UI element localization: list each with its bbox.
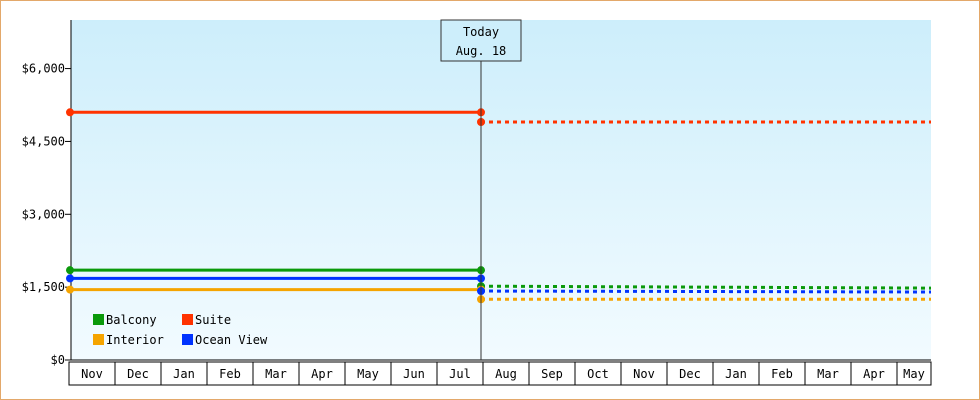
x-tick-label: Mar — [817, 367, 839, 381]
series-start-point — [66, 266, 74, 275]
y-tick-label: $1,500 — [22, 280, 65, 294]
y-tick-label: $6,000 — [22, 62, 65, 76]
x-tick-label: Feb — [771, 367, 793, 381]
x-tick-label: Mar — [265, 367, 287, 381]
series-forecast-line — [480, 284, 932, 290]
x-tick-label: Apr — [311, 367, 333, 381]
series-forecast-line — [480, 289, 932, 294]
x-tick-label: Jun — [403, 367, 425, 381]
legend-label: Suite — [195, 313, 231, 327]
series-start-point — [66, 285, 74, 294]
plot-area — [71, 20, 931, 360]
legend-swatch — [93, 334, 104, 345]
x-tick-box — [896, 361, 932, 386]
legend-swatch — [182, 334, 193, 345]
x-tick-label: Jan — [173, 367, 195, 381]
today-date-label: Aug. 18 — [456, 44, 507, 58]
x-tick-label: Dec — [679, 367, 701, 381]
legend-label: Interior — [106, 333, 164, 347]
x-tick-label: May — [357, 367, 379, 381]
y-tick-label: $4,500 — [22, 134, 65, 148]
today-label: Today — [463, 25, 499, 39]
y-tick-label: $3,000 — [22, 207, 65, 221]
x-tick-label: Sep — [541, 367, 563, 381]
x-tick-label: Apr — [863, 367, 885, 381]
x-tick-label: Jan — [725, 367, 747, 381]
legend-swatch — [182, 314, 193, 325]
x-tick-label: May — [903, 367, 925, 381]
x-tick-label: Nov — [633, 367, 655, 381]
x-tick-label: Nov — [81, 367, 103, 381]
legend-label: Ocean View — [195, 333, 268, 347]
series-start-point — [66, 274, 74, 283]
x-tick-label: Feb — [219, 367, 241, 381]
x-tick-label: Dec — [127, 367, 149, 381]
series-start-point — [66, 108, 74, 117]
today-box — [440, 19, 522, 62]
legend-swatch — [93, 314, 104, 325]
x-tick-label: Aug — [495, 367, 517, 381]
x-tick-label: Oct — [587, 367, 609, 381]
y-tick-label: $0 — [51, 353, 65, 367]
legend-label: Balcony — [106, 313, 157, 327]
x-tick-label: Jul — [449, 367, 471, 381]
